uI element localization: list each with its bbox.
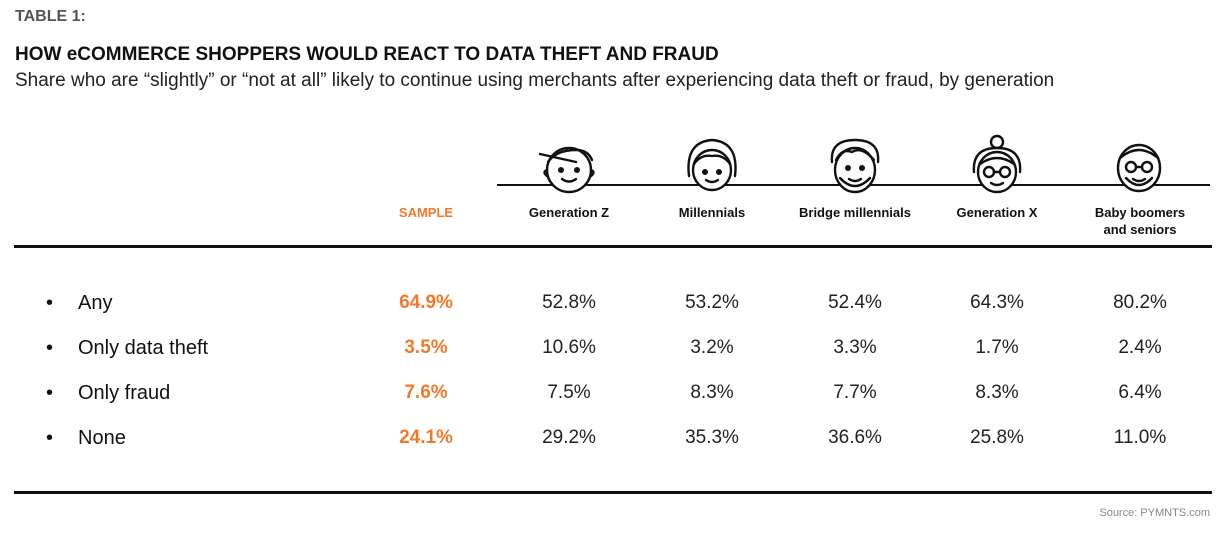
column-header-bridge-millennials: Bridge millennials <box>799 205 911 220</box>
cell-gen-z: 7.5% <box>547 382 591 403</box>
cell-millennials: 35.3% <box>685 427 739 448</box>
table-row: • Only data theft 3.5% 10.6% 3.2% 3.3% 1… <box>0 337 1224 367</box>
row-label: None <box>78 427 126 449</box>
table-row: • Only fraud 7.6% 7.5% 8.3% 7.7% 8.3% 6.… <box>0 382 1224 412</box>
cell-bridge-millennials: 52.4% <box>828 292 882 313</box>
cell-millennials: 53.2% <box>685 292 739 313</box>
cell-boomers: 2.4% <box>1118 337 1162 358</box>
table-top-rule <box>14 245 1212 248</box>
column-header-gen-z: Generation Z <box>528 205 610 220</box>
row-bullet: • <box>46 382 54 404</box>
cell-boomers: 6.4% <box>1118 382 1162 403</box>
row-label: Only data theft <box>78 337 209 359</box>
row-bullet: • <box>46 292 54 314</box>
cell-bridge-millennials: 36.6% <box>828 427 882 448</box>
boomer-face-icon <box>1116 143 1162 193</box>
table-row: • Any 64.9% 52.8% 53.2% 52.4% 64.3% 80.2… <box>0 292 1224 322</box>
page-subtitle: Share who are “slightly” or “not at all”… <box>15 70 1055 91</box>
cell-bridge-millennials: 7.7% <box>833 382 877 403</box>
page-title: HOW eCOMMERCE SHOPPERS WOULD REACT TO DA… <box>15 44 719 65</box>
cell-gen-x: 64.3% <box>970 292 1024 313</box>
cell-sample: 64.9% <box>399 292 453 313</box>
cell-gen-x: 8.3% <box>975 382 1019 403</box>
cell-sample: 7.6% <box>404 382 448 403</box>
cell-gen-z: 52.8% <box>542 292 596 313</box>
row-label: Any <box>78 292 113 314</box>
column-header-millennials: Millennials <box>678 205 746 220</box>
column-header-sample: SAMPLE <box>398 205 454 220</box>
cell-gen-x: 25.8% <box>970 427 1024 448</box>
column-header-boomers: Baby boomers and seniors <box>1094 205 1186 237</box>
cell-gen-x: 1.7% <box>975 337 1019 358</box>
table-label: TABLE 1: <box>15 8 86 25</box>
cell-sample: 3.5% <box>404 337 448 358</box>
row-bullet: • <box>46 427 54 449</box>
millennial-face-icon <box>687 138 737 192</box>
cell-bridge-millennials: 3.3% <box>833 337 877 358</box>
cell-gen-z: 29.2% <box>542 427 596 448</box>
cell-sample: 24.1% <box>399 427 453 448</box>
cell-millennials: 3.2% <box>690 337 734 358</box>
source-note: Source: PYMNTS.com <box>1099 507 1210 519</box>
gen-z-face-icon <box>538 146 595 194</box>
table-bottom-rule <box>14 491 1212 494</box>
cell-boomers: 80.2% <box>1113 292 1167 313</box>
row-label: Only fraud <box>78 382 171 404</box>
table-row: • None 24.1% 29.2% 35.3% 36.6% 25.8% 11.… <box>0 427 1224 457</box>
column-header-gen-x: Generation X <box>956 205 1038 220</box>
cell-millennials: 8.3% <box>690 382 734 403</box>
gen-x-face-icon <box>972 134 1022 194</box>
bridge-millennial-face-icon <box>830 138 880 194</box>
row-bullet: • <box>46 337 54 359</box>
cell-boomers: 11.0% <box>1113 427 1167 448</box>
cell-gen-z: 10.6% <box>542 337 596 358</box>
